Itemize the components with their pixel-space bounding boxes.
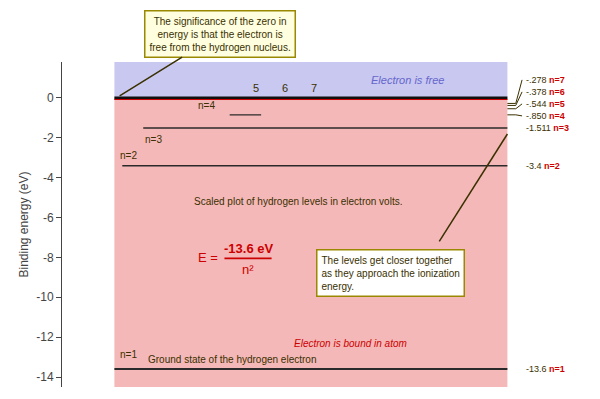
svg-text:-8: -8 (43, 251, 54, 265)
svg-text:-2: -2 (43, 131, 54, 145)
svg-text:-14: -14 (36, 370, 54, 384)
svg-text:n²: n² (242, 262, 254, 277)
svg-text:6: 6 (282, 82, 288, 94)
svg-text:7: 7 (311, 82, 317, 94)
svg-text:-4: -4 (43, 171, 54, 185)
svg-text:-13.6 n=1: -13.6 n=1 (526, 364, 565, 374)
svg-text:The significance of the zero i: The significance of the zero inenergy is… (150, 16, 291, 53)
svg-text:n=4: n=4 (198, 100, 215, 111)
svg-text:-10: -10 (36, 290, 54, 304)
svg-text:n=1: n=1 (120, 349, 137, 360)
svg-text:Electron is free: Electron is free (371, 74, 444, 86)
svg-text:-.544 n=5: -.544 n=5 (526, 99, 565, 109)
svg-text:n=2: n=2 (120, 150, 137, 161)
svg-text:-1.511 n=3: -1.511 n=3 (526, 123, 569, 133)
svg-text:Ground state of the hydrogen e: Ground state of the hydrogen electron (148, 354, 316, 365)
svg-text:5: 5 (253, 82, 259, 94)
svg-text:The levels get closer together: The levels get closer togetheras they ap… (322, 255, 460, 292)
svg-text:-6: -6 (43, 211, 54, 225)
svg-text:Scaled plot of hydrogen levels: Scaled plot of hydrogen levels in electr… (194, 196, 402, 207)
svg-text:n=3: n=3 (145, 134, 162, 145)
svg-text:-13.6 eV: -13.6 eV (224, 241, 273, 256)
svg-text:-.850 n=4: -.850 n=4 (526, 111, 565, 121)
svg-text:Electron is bound in atom: Electron is bound in atom (294, 338, 407, 349)
svg-text:-3.4 n=2: -3.4 n=2 (526, 161, 560, 171)
svg-text:-.278 n=7: -.278 n=7 (526, 75, 565, 85)
svg-text:0: 0 (47, 91, 54, 105)
svg-text:-12: -12 (36, 330, 54, 344)
svg-text:-.378 n=6: -.378 n=6 (526, 87, 565, 97)
svg-text:Binding energy (eV): Binding energy (eV) (17, 171, 31, 277)
svg-text:E =: E = (198, 250, 218, 265)
